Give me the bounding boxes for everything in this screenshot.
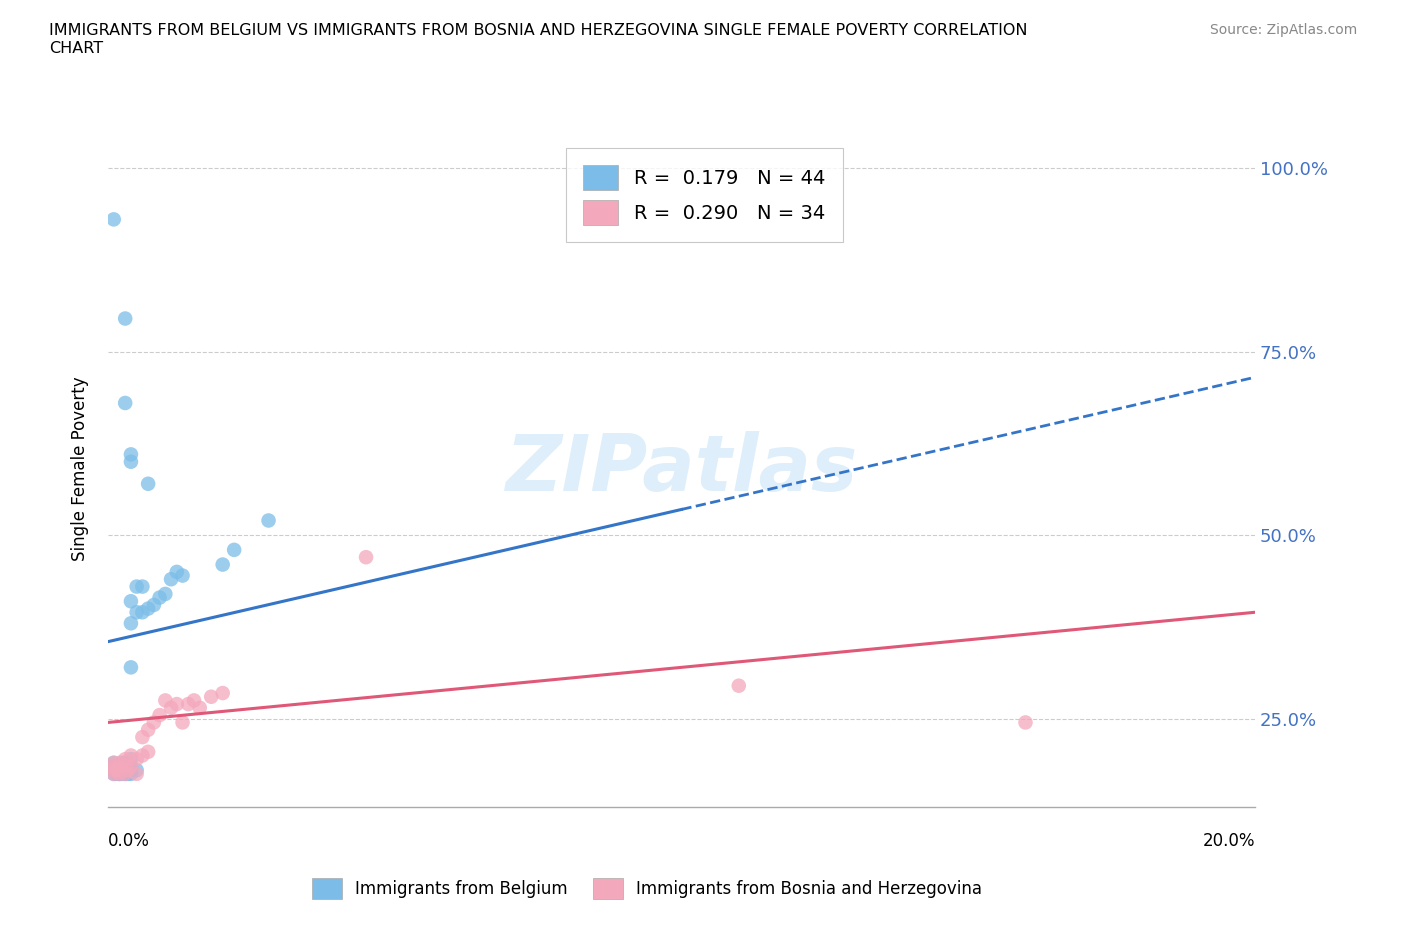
Point: [105, 759, 128, 774]
Point: [103, 763, 125, 777]
Point: [100, 759, 122, 774]
Point: [142, 715, 165, 730]
Point: [120, 759, 142, 774]
Point: [172, 715, 194, 730]
Point: [125, 751, 148, 766]
Point: [108, 766, 131, 781]
Point: [183, 693, 205, 708]
Point: [1014, 715, 1036, 730]
Point: [120, 616, 142, 631]
Point: [108, 755, 131, 770]
Y-axis label: Single Female Poverty: Single Female Poverty: [72, 377, 89, 562]
Point: [108, 763, 131, 777]
Point: [103, 766, 125, 781]
Point: [105, 763, 128, 777]
Point: [114, 766, 136, 781]
Point: [211, 685, 233, 700]
Point: [120, 751, 142, 766]
Point: [111, 759, 134, 774]
Point: [100, 759, 122, 774]
Point: [117, 766, 139, 781]
Point: [103, 763, 125, 777]
Point: [114, 763, 136, 777]
Point: [224, 542, 246, 557]
Point: [120, 763, 142, 777]
Point: [125, 766, 148, 781]
Point: [120, 454, 142, 469]
Legend: R =  0.179   N = 44, R =  0.290   N = 34: R = 0.179 N = 44, R = 0.290 N = 34: [565, 148, 842, 243]
Point: [131, 604, 153, 619]
Point: [117, 763, 139, 777]
Point: [108, 759, 131, 774]
Point: [172, 568, 194, 583]
Point: [114, 395, 136, 410]
Point: [177, 697, 200, 711]
Text: IMMIGRANTS FROM BELGIUM VS IMMIGRANTS FROM BOSNIA AND HERZEGOVINA SINGLE FEMALE : IMMIGRANTS FROM BELGIUM VS IMMIGRANTS FR…: [49, 23, 1028, 56]
Point: [125, 579, 148, 594]
Point: [114, 755, 136, 770]
Legend: Immigrants from Belgium, Immigrants from Bosnia and Herzegovina: Immigrants from Belgium, Immigrants from…: [304, 870, 990, 908]
Point: [108, 759, 131, 774]
Point: [114, 759, 136, 774]
Point: [160, 700, 183, 715]
Point: [125, 763, 148, 777]
Point: [120, 766, 142, 781]
Point: [136, 476, 159, 491]
Point: [131, 748, 153, 763]
Point: [103, 766, 125, 781]
Point: [114, 751, 136, 766]
Point: [160, 572, 183, 587]
Point: [131, 579, 153, 594]
Point: [142, 597, 165, 612]
Point: [114, 759, 136, 774]
Point: [125, 604, 148, 619]
Point: [136, 744, 159, 759]
Point: [166, 697, 188, 711]
Point: [114, 311, 136, 325]
Point: [354, 550, 377, 565]
Point: [111, 766, 134, 781]
Point: [211, 557, 233, 572]
Point: [105, 766, 128, 781]
Point: [108, 763, 131, 777]
Point: [166, 565, 188, 579]
Point: [108, 766, 131, 781]
Point: [155, 587, 177, 602]
Text: Source: ZipAtlas.com: Source: ZipAtlas.com: [1209, 23, 1357, 37]
Point: [149, 591, 172, 605]
Point: [188, 700, 211, 715]
Point: [111, 755, 134, 770]
Point: [155, 693, 177, 708]
Point: [257, 513, 280, 528]
Point: [120, 748, 142, 763]
Text: ZIPatlas: ZIPatlas: [505, 432, 858, 507]
Text: 20.0%: 20.0%: [1202, 832, 1256, 850]
Point: [136, 723, 159, 737]
Point: [105, 763, 128, 777]
Point: [136, 601, 159, 616]
Point: [149, 708, 172, 723]
Point: [120, 594, 142, 609]
Point: [117, 763, 139, 777]
Point: [120, 447, 142, 462]
Point: [108, 766, 131, 781]
Point: [200, 689, 222, 704]
Text: 0.0%: 0.0%: [108, 832, 150, 850]
Point: [120, 759, 142, 774]
Point: [103, 755, 125, 770]
Point: [103, 212, 125, 227]
Point: [727, 678, 749, 693]
Point: [120, 660, 142, 675]
Point: [103, 755, 125, 770]
Point: [114, 766, 136, 781]
Point: [131, 730, 153, 745]
